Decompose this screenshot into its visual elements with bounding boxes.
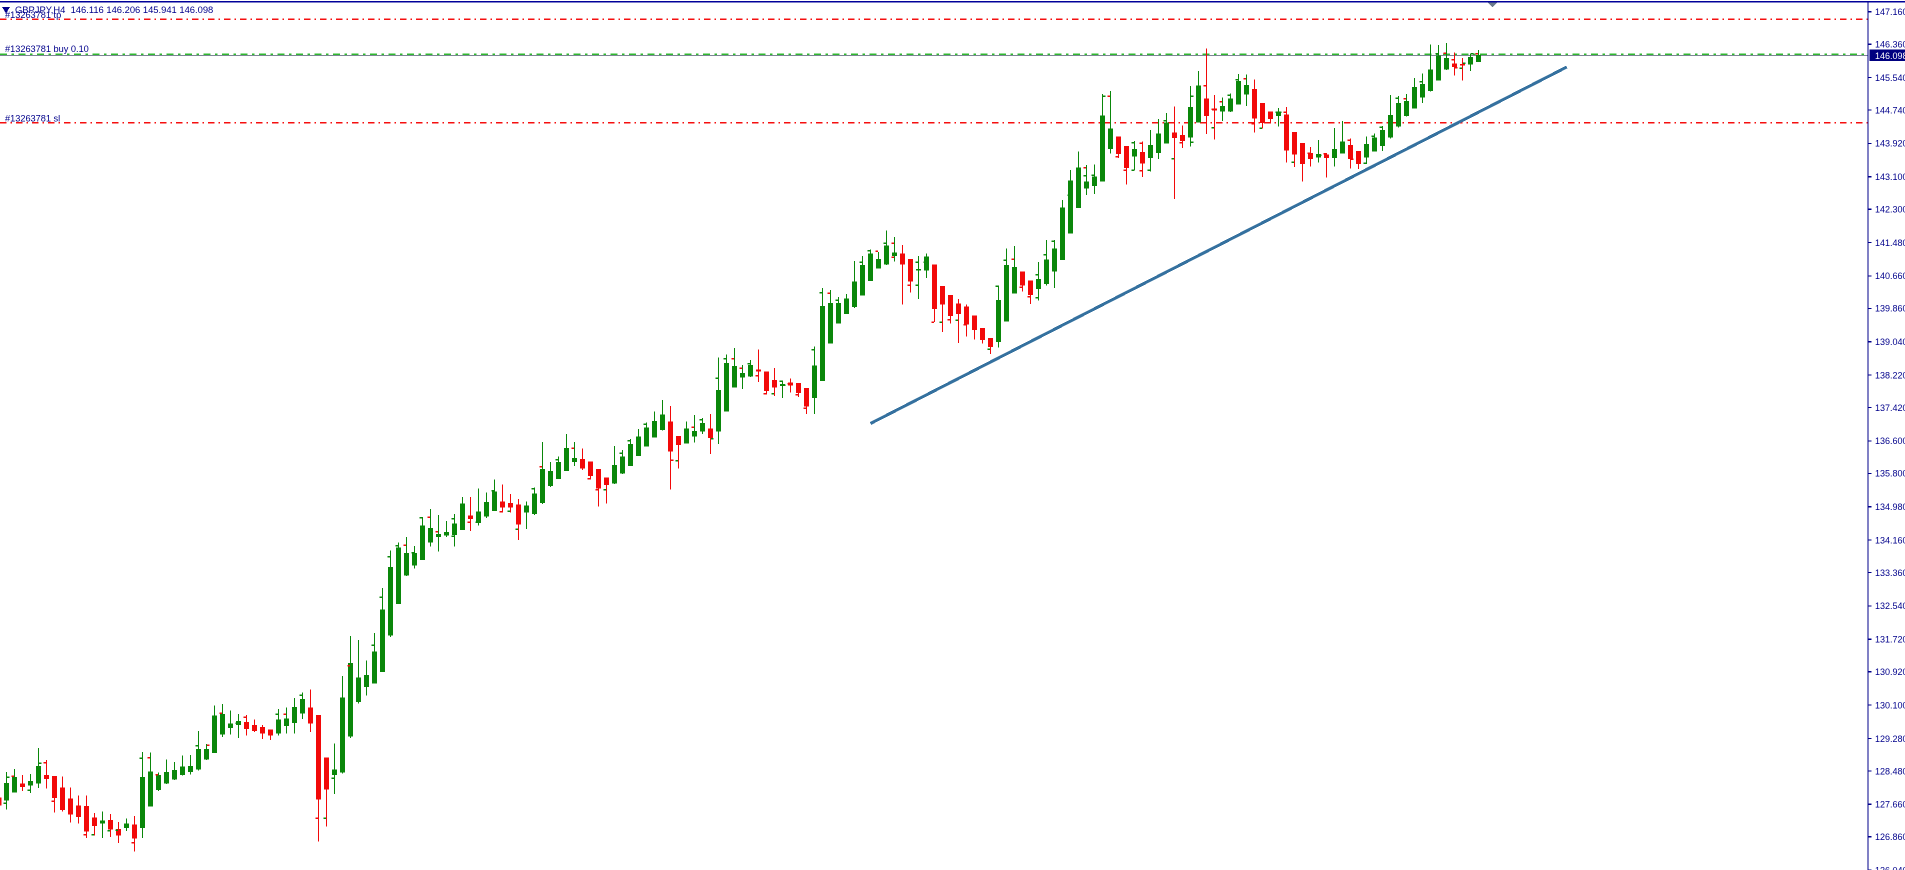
svg-text:133.360: 133.360 <box>1875 568 1905 578</box>
svg-text:138.220: 138.220 <box>1875 370 1905 380</box>
svg-text:134.160: 134.160 <box>1875 535 1905 545</box>
svg-text:130.100: 130.100 <box>1875 700 1905 710</box>
svg-text:143.920: 143.920 <box>1875 139 1905 149</box>
svg-text:139.860: 139.860 <box>1875 304 1905 314</box>
svg-text:134.980: 134.980 <box>1875 502 1905 512</box>
svg-text:GBPJPY,H4 146.116 146.206 145: GBPJPY,H4 146.116 146.206 145.941 146.09… <box>15 4 213 15</box>
svg-text:128.480: 128.480 <box>1875 766 1905 776</box>
svg-text:#13263781 sl: #13263781 sl <box>5 113 60 123</box>
svg-text:147.160: 147.160 <box>1875 7 1905 17</box>
svg-text:135.800: 135.800 <box>1875 469 1905 479</box>
svg-text:#13263781 buy 0.10: #13263781 buy 0.10 <box>5 44 89 54</box>
svg-text:144.740: 144.740 <box>1875 105 1905 115</box>
svg-text:142.300: 142.300 <box>1875 205 1905 215</box>
svg-text:129.280: 129.280 <box>1875 734 1905 744</box>
svg-text:139.040: 139.040 <box>1875 337 1905 347</box>
svg-text:137.420: 137.420 <box>1875 403 1905 413</box>
svg-text:130.920: 130.920 <box>1875 667 1905 677</box>
svg-text:141.480: 141.480 <box>1875 238 1905 248</box>
svg-text:146.098: 146.098 <box>1875 51 1905 61</box>
svg-text:146.360: 146.360 <box>1875 40 1905 50</box>
svg-text:136.600: 136.600 <box>1875 436 1905 446</box>
svg-text:143.100: 143.100 <box>1875 172 1905 182</box>
svg-text:126.860: 126.860 <box>1875 832 1905 842</box>
svg-text:#13263781 tp: #13263781 tp <box>5 10 61 20</box>
svg-text:140.660: 140.660 <box>1875 271 1905 281</box>
svg-text:127.660: 127.660 <box>1875 800 1905 810</box>
svg-text:126.040: 126.040 <box>1875 866 1905 870</box>
svg-text:145.540: 145.540 <box>1875 73 1905 83</box>
svg-text:132.540: 132.540 <box>1875 601 1905 611</box>
svg-text:131.720: 131.720 <box>1875 635 1905 645</box>
